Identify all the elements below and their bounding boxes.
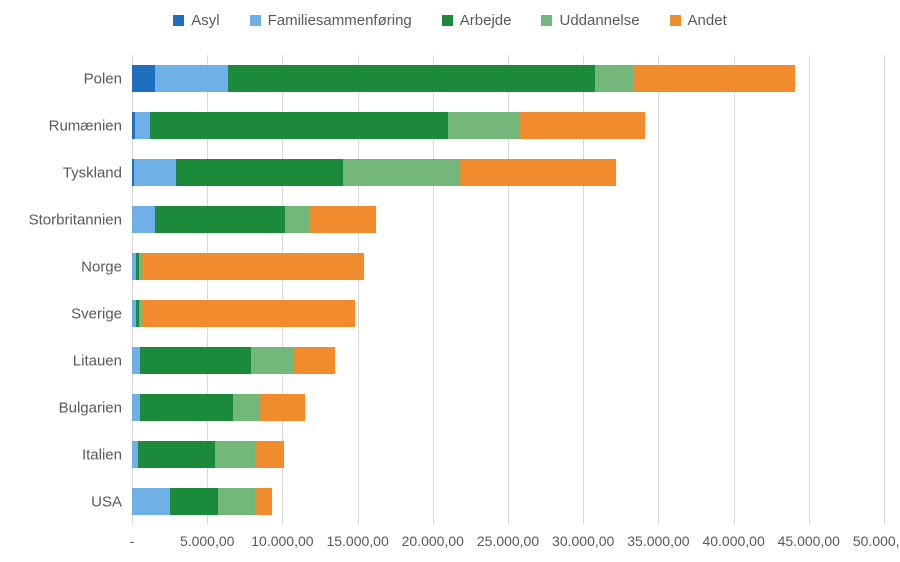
- bar-segment-andet: [460, 159, 616, 186]
- bar-segment-familie: [132, 347, 140, 374]
- x-tick-label: 30.000,00: [552, 533, 614, 549]
- bar-segment-arbejde: [140, 394, 233, 421]
- bar-segment-arbejde: [170, 488, 218, 515]
- bar-row: [132, 253, 884, 280]
- legend-swatch: [670, 15, 681, 26]
- x-tick-label: -: [130, 533, 135, 549]
- bar-segment-uddan: [285, 206, 309, 233]
- bar-segment-andet: [255, 441, 284, 468]
- bar-row: [132, 488, 884, 515]
- legend-item: Asyl: [173, 12, 219, 29]
- category-label: Tyskland: [63, 164, 132, 181]
- bar-row: [132, 159, 884, 186]
- bar-segment-uddan: [595, 65, 634, 92]
- stacked-bar-chart: Asyl Familiesammenføring Arbejde Uddannelse…: [0, 0, 900, 562]
- legend-swatch: [442, 15, 453, 26]
- bar-segment-andet: [260, 394, 305, 421]
- x-tick-label: 40.000,00: [702, 533, 764, 549]
- x-tick-label: 10.000,00: [251, 533, 313, 549]
- category-label: Litauen: [73, 352, 132, 369]
- bar-segment-andet: [255, 488, 272, 515]
- bar-segment-andet: [634, 65, 795, 92]
- legend-label: Asyl: [191, 12, 219, 29]
- bar-segment-arbejde: [228, 65, 595, 92]
- bar-segment-uddan: [448, 112, 520, 139]
- bar-segment-uddan: [218, 488, 256, 515]
- legend-swatch: [250, 15, 261, 26]
- bar-segment-arbejde: [138, 441, 215, 468]
- bar-segment-familie: [134, 159, 176, 186]
- bar-segment-familie: [135, 112, 150, 139]
- legend-label: Familiesammenføring: [268, 12, 412, 29]
- category-label: Polen: [84, 70, 132, 87]
- category-label: Storbritannien: [29, 211, 132, 228]
- bar-segment-uddan: [233, 394, 260, 421]
- x-tick-label: 5.000,00: [180, 533, 235, 549]
- legend: Asyl Familiesammenføring Arbejde Uddannelse…: [0, 12, 900, 29]
- bar-row: [132, 206, 884, 233]
- legend-item: Andet: [670, 12, 727, 29]
- bar-row: [132, 112, 884, 139]
- x-tick-label: 20.000,00: [402, 533, 464, 549]
- category-label: Norge: [81, 258, 132, 275]
- x-tick-label: 25.000,00: [477, 533, 539, 549]
- legend-item: Uddannelse: [541, 12, 639, 29]
- legend-swatch: [173, 15, 184, 26]
- bar-segment-asyl: [132, 65, 155, 92]
- legend-item: Familiesammenføring: [250, 12, 412, 29]
- category-label: Sverige: [71, 305, 132, 322]
- bar-row: [132, 300, 884, 327]
- bar-segment-arbejde: [155, 206, 286, 233]
- x-tick-label: 35.000,00: [627, 533, 689, 549]
- bar-row: [132, 441, 884, 468]
- category-label: Bulgarien: [59, 399, 132, 416]
- bar-segment-familie: [132, 394, 140, 421]
- bar-segment-arbejde: [150, 112, 448, 139]
- x-tick-label: 50.000,00: [853, 533, 900, 549]
- bar-segment-uddan: [251, 347, 295, 374]
- category-label: Rumænien: [49, 117, 132, 134]
- bar-segment-uddan: [343, 159, 460, 186]
- bar-segment-familie: [132, 488, 170, 515]
- category-label: USA: [91, 493, 132, 510]
- bar-row: [132, 394, 884, 421]
- x-tick-label: 15.000,00: [326, 533, 388, 549]
- plot-area: -5.000,0010.000,0015.000,0020.000,0025.0…: [132, 55, 884, 525]
- bar-row: [132, 347, 884, 374]
- bar-segment-andet: [309, 206, 375, 233]
- bar-segment-arbejde: [140, 347, 251, 374]
- bar-segment-arbejde: [176, 159, 343, 186]
- x-tick-label: 45.000,00: [778, 533, 840, 549]
- legend-label: Arbejde: [460, 12, 512, 29]
- bar-segment-andet: [520, 112, 645, 139]
- bar-segment-andet: [142, 253, 365, 280]
- gridline: [884, 55, 885, 525]
- legend-label: Uddannelse: [559, 12, 639, 29]
- bar-segment-uddan: [215, 441, 256, 468]
- bar-segment-andet: [141, 300, 355, 327]
- legend-item: Arbejde: [442, 12, 512, 29]
- bar-segment-familie: [155, 65, 229, 92]
- legend-swatch: [541, 15, 552, 26]
- bar-segment-familie: [132, 206, 155, 233]
- category-label: Italien: [82, 446, 132, 463]
- legend-label: Andet: [688, 12, 727, 29]
- bar-row: [132, 65, 884, 92]
- bar-segment-andet: [294, 347, 335, 374]
